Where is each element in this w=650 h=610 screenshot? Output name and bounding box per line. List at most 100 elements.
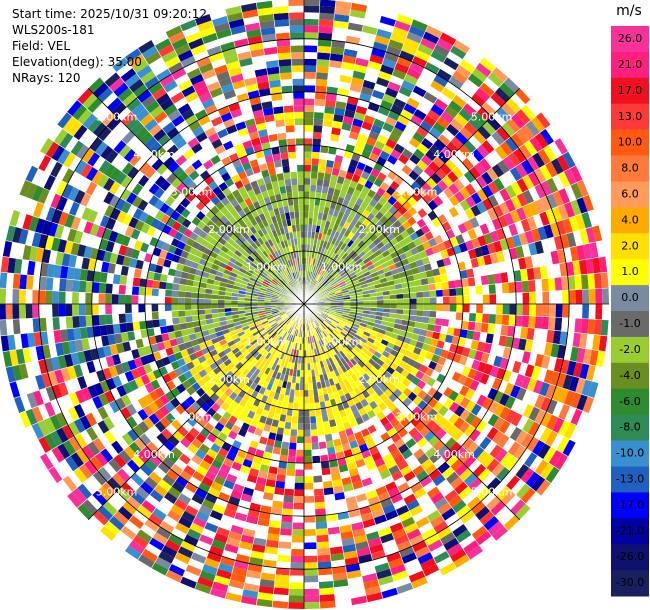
velocity-gate [322,359,328,368]
velocity-gate [309,198,316,206]
velocity-gate [304,158,312,165]
velocity-gate [324,273,331,280]
velocity-gate [534,316,543,329]
velocity-gate [12,273,21,290]
velocity-gate [317,212,324,220]
velocity-gate [448,100,463,114]
velocity-gate [348,330,356,337]
velocity-gate [401,319,409,327]
velocity-gate [25,274,34,290]
velocity-gate [425,330,434,339]
velocity-gate [370,343,379,351]
velocity-gate [340,227,348,236]
velocity-gate [341,329,349,336]
velocity-gate [401,552,418,564]
velocity-gate [474,162,487,176]
velocity-gate [151,296,159,304]
velocity-gate [318,316,325,322]
velocity-gate [304,71,317,79]
velocity-gate [356,547,371,557]
velocity-gate [332,346,340,354]
velocity-gate [433,44,450,58]
velocity-gate [291,376,297,384]
velocity-gate [412,464,425,477]
velocity-gate [330,269,337,276]
velocity-gate [454,191,466,203]
velocity-gate [493,324,502,336]
velocity-gate [552,263,562,278]
velocity-gate [379,15,397,27]
velocity-gate [448,280,456,289]
velocity-gate [324,400,332,408]
velocity-gate [562,151,576,169]
velocity-gate [314,92,327,100]
velocity-gate [393,143,406,154]
velocity-gate [313,205,320,213]
velocity-gate [304,25,319,33]
velocity-gate [313,328,318,335]
velocity-gate [588,304,596,320]
velocity-gate [430,261,439,270]
velocity-gate [356,306,364,311]
velocity-gate [598,256,608,273]
velocity-gate [112,323,121,335]
velocity-gate [437,151,450,164]
velocity-gate [306,350,310,357]
velocity-gate [445,123,460,137]
velocity-gate [548,449,563,467]
velocity-gate [446,425,459,438]
velocity-gate [499,406,511,420]
velocity-gate [540,411,553,428]
velocity-gate [419,475,433,488]
velocity-gate [368,241,377,250]
velocity-gate [476,255,486,267]
velocity-gate [384,116,398,127]
velocity-gate [520,487,536,504]
velocity-gate [430,338,439,347]
velocity-gate [458,486,473,500]
velocity-gate [449,304,457,312]
velocity-gate [567,275,576,291]
velocity-gate [390,448,402,459]
velocity-gate [385,459,397,470]
velocity-gate [391,228,401,238]
velocity-gate [344,407,353,416]
velocity-gate [5,288,13,304]
velocity-gate [329,293,336,298]
velocity-gate [336,266,344,273]
velocity-gate [304,595,320,603]
velocity-gate [396,540,412,552]
velocity-gate [424,231,434,241]
velocity-gate [376,463,389,474]
velocity-gate [151,311,159,320]
velocity-gate [350,2,368,13]
velocity-gate [304,429,311,437]
velocity-gate [315,310,322,315]
velocity-gate [589,349,599,366]
velocity-gate [324,433,333,442]
velocity-gate [416,103,431,115]
velocity-gate [585,333,595,350]
velocity-gate [544,251,553,266]
velocity-gate [380,99,393,111]
velocity-gate [481,102,497,117]
velocity-gate [328,419,337,428]
velocity-gate [311,314,316,321]
velocity-gate [600,272,609,289]
velocity-gate [272,493,284,502]
velocity-gate [379,533,395,544]
velocity-gate [304,496,315,503]
velocity-gate [298,403,304,411]
velocity-gate [437,92,453,106]
velocity-gate [491,163,505,178]
velocity-gate [411,333,420,341]
velocity-gate [319,600,336,609]
velocity-gate [311,287,316,294]
velocity-gate [291,535,304,543]
velocity-gate [78,280,87,293]
velocity-gate [430,80,445,93]
velocity-gate [367,60,382,71]
velocity-gate [499,510,515,526]
velocity-gate [341,442,352,452]
velocity-gate [443,296,450,304]
